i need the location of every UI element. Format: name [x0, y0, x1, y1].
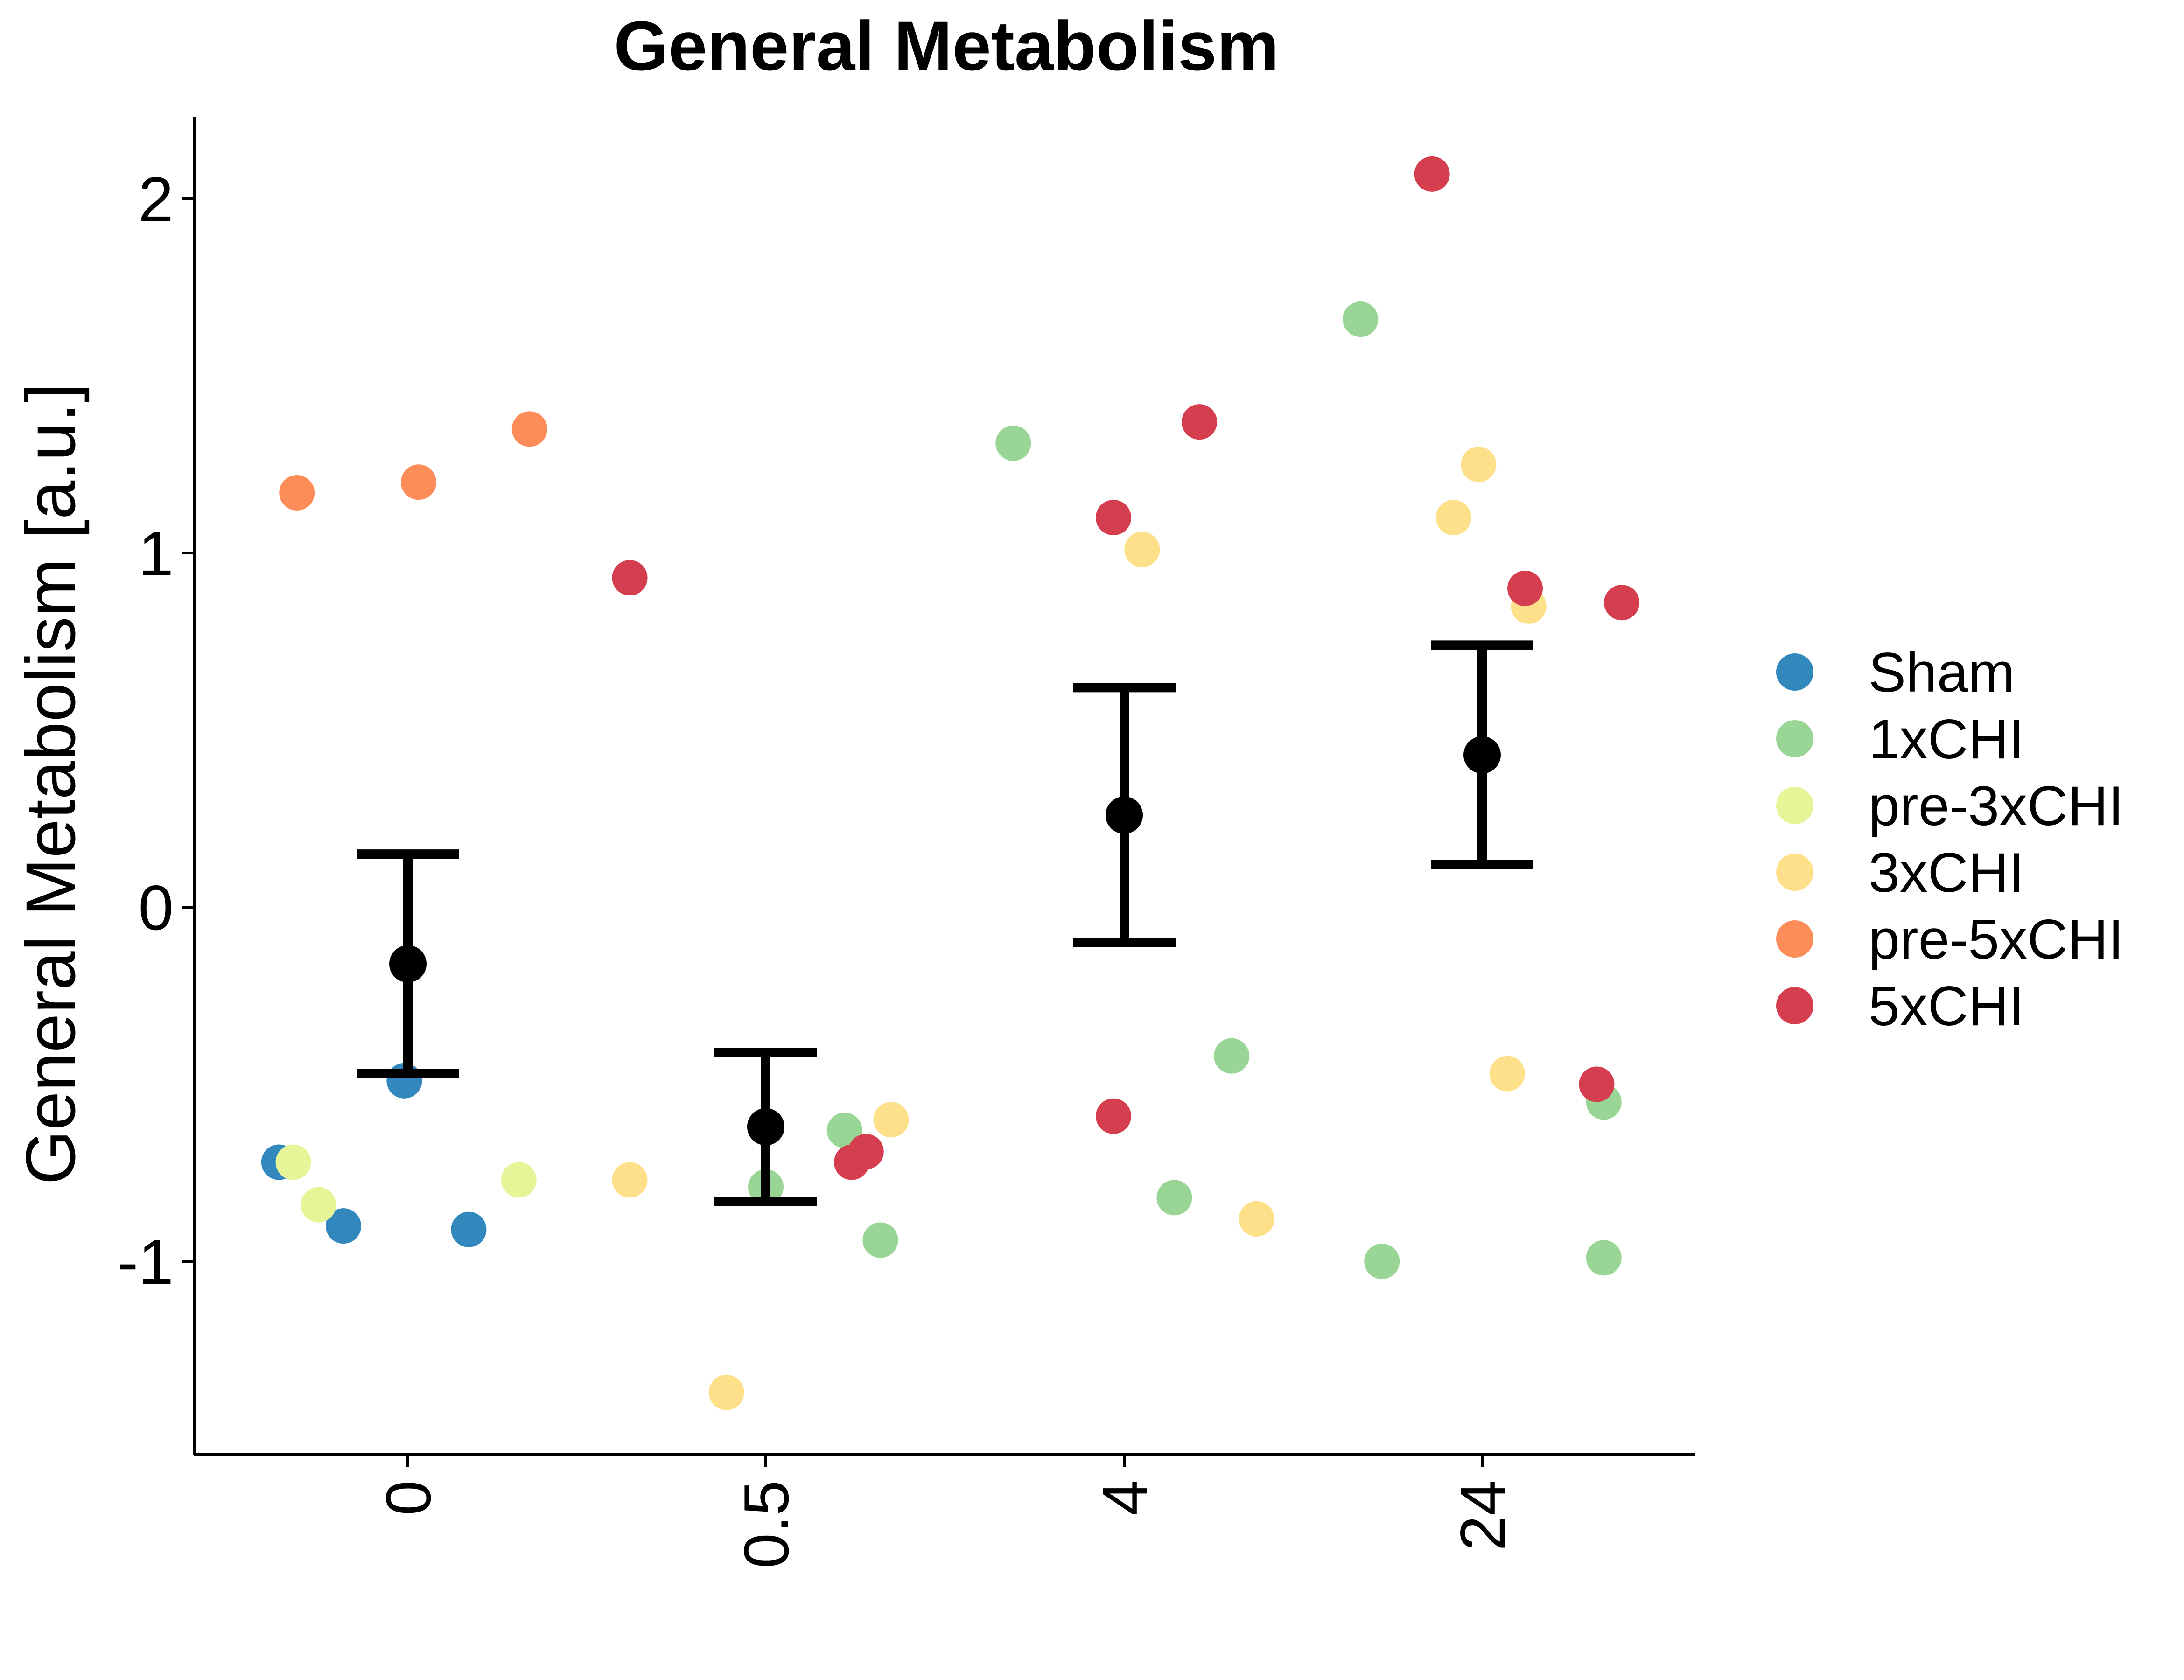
legend-label: pre-5xCHI — [1869, 908, 2124, 971]
data-point — [1095, 500, 1131, 536]
data-point — [275, 1144, 311, 1180]
data-point — [612, 560, 648, 596]
data-point — [451, 1211, 487, 1247]
chart-title: General Metabolism — [614, 7, 1279, 85]
data-point — [873, 1102, 909, 1138]
y-axis-label: General Metabolism [a.u.] — [11, 383, 90, 1184]
legend-key — [1776, 720, 1813, 757]
data-point — [1507, 570, 1543, 606]
data-point — [612, 1162, 648, 1198]
y-tick-label: 2 — [138, 164, 174, 235]
data-point — [1461, 447, 1497, 483]
data-point — [1214, 1038, 1250, 1074]
y-tick-label: 0 — [138, 872, 174, 943]
data-point — [1414, 156, 1450, 192]
legend-key — [1776, 787, 1813, 824]
data-point — [1095, 1098, 1131, 1134]
legend-label: 1xCHI — [1869, 708, 2024, 770]
x-tick-label: 0 — [373, 1480, 444, 1516]
legend-key — [1776, 987, 1813, 1024]
summary-markers — [357, 640, 1533, 1206]
x-tick-label: 0.5 — [731, 1480, 802, 1568]
data-point — [511, 411, 547, 447]
data-point — [1435, 500, 1471, 536]
data-point — [1489, 1056, 1525, 1092]
data-point — [862, 1222, 898, 1258]
data-point — [325, 1208, 361, 1244]
mean-point — [389, 945, 427, 983]
legend-label: pre-3xCHI — [1869, 775, 2124, 837]
data-point — [708, 1374, 744, 1410]
y-axis-ticks: -1 0 1 2 — [117, 164, 194, 1297]
y-tick-label: 1 — [138, 518, 174, 589]
legend-label: Sham — [1869, 641, 2015, 704]
data-point — [1124, 532, 1160, 567]
mean-point — [1106, 796, 1143, 834]
legend-label: 3xCHI — [1869, 841, 2024, 904]
data-point — [279, 475, 315, 511]
legend-key — [1776, 920, 1813, 958]
y-tick-label: -1 — [117, 1226, 174, 1297]
data-point — [1586, 1240, 1622, 1276]
data-points — [261, 156, 1640, 1410]
data-point — [501, 1162, 537, 1198]
data-point — [848, 1134, 884, 1169]
x-axis-ticks: 0 0.5 4 24 — [373, 1455, 1518, 1568]
legend-key — [1776, 653, 1813, 691]
x-tick-label: 4 — [1089, 1480, 1160, 1516]
data-point — [1343, 301, 1379, 337]
data-point — [1156, 1180, 1192, 1216]
data-point — [1364, 1244, 1400, 1279]
data-point — [995, 425, 1031, 461]
data-point — [1579, 1066, 1615, 1102]
data-point — [1182, 404, 1218, 440]
data-point — [1239, 1201, 1274, 1237]
data-point — [401, 464, 437, 500]
legend-key — [1776, 854, 1813, 891]
x-tick-label: 24 — [1447, 1480, 1518, 1551]
mean-point — [747, 1108, 784, 1146]
mean-point — [1463, 736, 1501, 774]
data-point — [1604, 585, 1640, 621]
legend-label: 5xCHI — [1869, 975, 2024, 1037]
data-point — [301, 1187, 336, 1223]
